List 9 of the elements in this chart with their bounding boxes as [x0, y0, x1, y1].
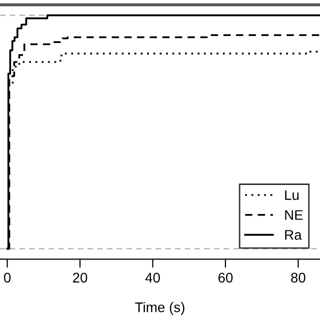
legend-label: Lu: [285, 190, 299, 200]
x-tick-label: 20: [72, 272, 88, 283]
legend-label: NE: [285, 210, 303, 220]
x-tick-label: 0: [4, 272, 11, 283]
x-tick-label: 60: [218, 272, 233, 283]
legend-label: Ra: [285, 230, 302, 240]
x-axis-title: Time (s): [135, 302, 184, 315]
x-tick-label: 80: [291, 272, 306, 283]
x-tick-label: 40: [145, 272, 160, 283]
